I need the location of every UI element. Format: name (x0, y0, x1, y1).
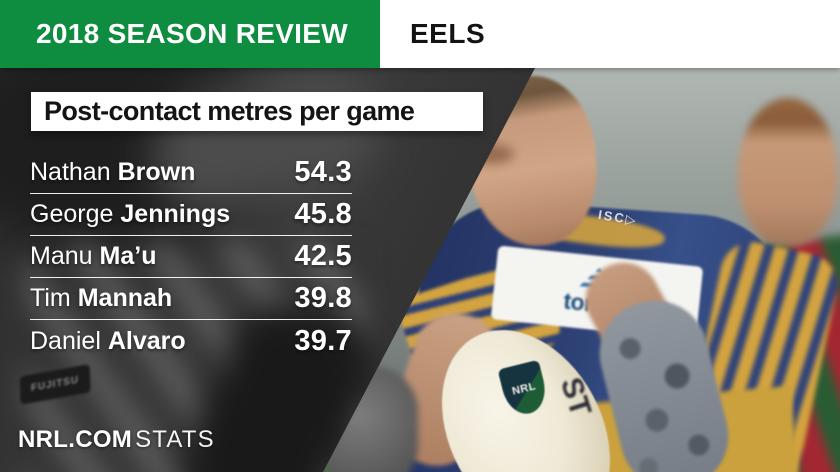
player-last-name: Jennings (120, 200, 231, 228)
season-review-title: 2018 SEASON REVIEW (36, 18, 348, 49)
player-first-name: George (30, 200, 114, 228)
stat-title: Post-contact metres per game (44, 96, 415, 126)
background-photo: JTSU tonAir ISC▷ NRL ST FUJITSU (0, 68, 840, 472)
stat-title-box: Post-contact metres per game (31, 92, 483, 131)
stat-value: 42.5 (294, 240, 352, 272)
player-last-name: Alvaro (107, 326, 186, 355)
player-first-name: Daniel (30, 326, 101, 355)
season-review-banner: 2018 SEASON REVIEW (0, 0, 380, 68)
stat-value: 54.3 (294, 156, 352, 188)
stat-row: Manu Ma’u 42.5 (30, 236, 352, 278)
player-last-name: Ma’u (99, 242, 157, 270)
stat-row: Tim Mannah 39.8 (30, 278, 352, 320)
nrl-com-logo-text: NRL.COM (18, 426, 133, 453)
player-first-name: Nathan (30, 158, 111, 186)
left-sponsor-text: FUJITSU (30, 374, 80, 395)
team-banner: EELS (380, 0, 840, 68)
stat-value: 39.7 (294, 324, 352, 357)
stats-logo-text: STATS (135, 426, 215, 453)
stat-value: 45.8 (294, 198, 352, 230)
player-first-name: Manu (30, 242, 93, 270)
ball-logo-text: NRL (510, 380, 538, 398)
rabbitohs-player-head (738, 98, 838, 246)
player-last-name: Brown (117, 158, 196, 186)
player-first-name: Tim (30, 284, 71, 312)
stat-row: George Jennings 45.8 (30, 194, 352, 236)
stat-row: Daniel Alvaro 39.7 (30, 320, 352, 362)
team-name: EELS (410, 18, 486, 49)
nrl-stats-logo: NRL.COM STATS (18, 426, 215, 454)
player-last-name: Mannah (77, 284, 173, 312)
stats-table: Nathan Brown 54.3 George Jennings 45.8 M… (30, 152, 352, 362)
stat-row: Nathan Brown 54.3 (30, 152, 352, 194)
stat-value: 39.8 (294, 282, 352, 314)
header-bar: 2018 SEASON REVIEW EELS (0, 0, 840, 68)
